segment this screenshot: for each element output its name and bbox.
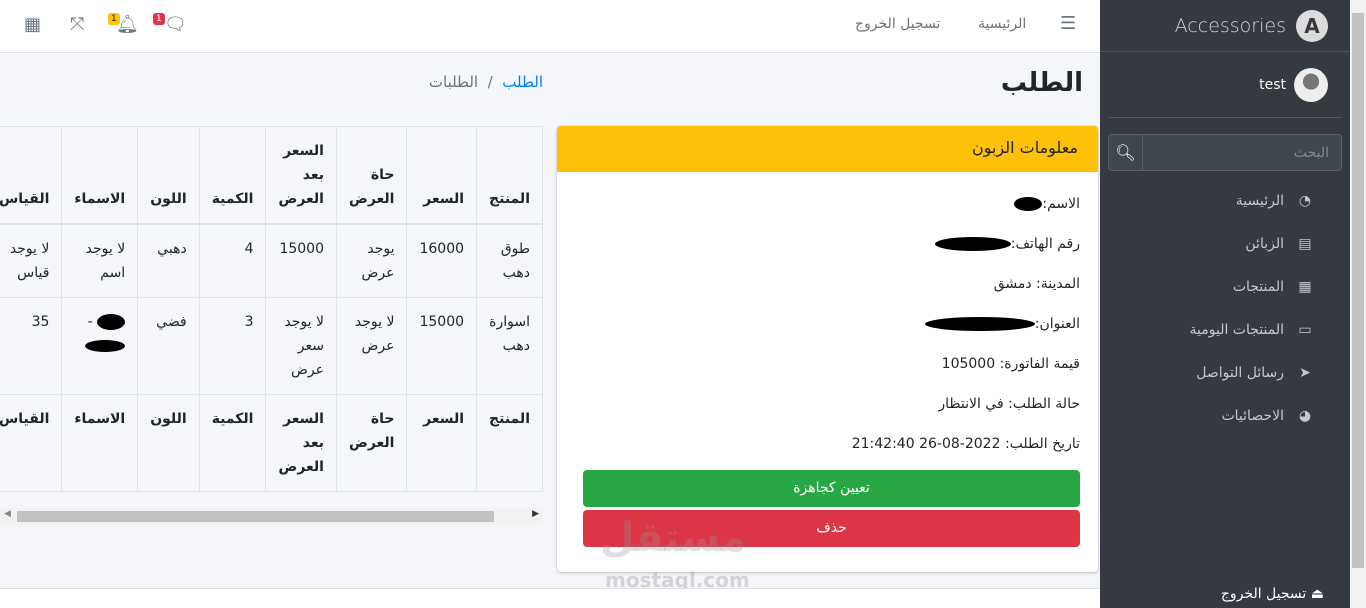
nav-home[interactable]: الرئيسية xyxy=(978,16,1027,32)
apps-icon[interactable]: ▦ xyxy=(24,14,42,35)
sidebar-item-3[interactable]: ▭ المنتجات اليومية xyxy=(1100,308,1350,351)
table-cell: - xyxy=(61,297,139,395)
delete-button[interactable]: حذف xyxy=(583,510,1080,547)
messages-badge: 1 xyxy=(153,13,165,25)
table-cell: دهبي xyxy=(137,223,200,298)
assign-ready-button[interactable]: تعيين كجاهزة xyxy=(583,470,1080,507)
table-cell: لا يوجد عرض xyxy=(335,297,408,395)
table-cell: لا يوجد سعر عرض xyxy=(265,297,337,395)
customer-info-card: معلومات الزبون الاسم: رقم الهاتف: المدين… xyxy=(557,126,1098,572)
search-input[interactable] xyxy=(1143,135,1341,170)
column-header: حاة العرض xyxy=(335,126,408,225)
column-header: المنتج xyxy=(476,126,543,225)
customer-name: الاسم: xyxy=(583,184,1080,224)
search-button[interactable]: 🔍︎ xyxy=(1109,135,1143,170)
footer xyxy=(0,588,1100,608)
table-cell: يوجد عرض xyxy=(335,223,408,298)
order-date: تاريخ الطلب: 2022-08-26 21:42:40 xyxy=(851,436,1080,452)
column-header: اللون xyxy=(137,394,200,492)
sidebar-item-label: الزبائن xyxy=(1245,235,1284,252)
sign-out-icon: ⏏ xyxy=(1306,586,1324,602)
sidebar-item-5[interactable]: ◕ الاحصائيات xyxy=(1100,394,1350,437)
sidebar-item-label: المنتجات اليومية xyxy=(1189,321,1284,338)
table-cell: لا يوجد قياس xyxy=(0,223,63,298)
sidebar-item-1[interactable]: ▤ الزبائن xyxy=(1100,222,1350,265)
column-header: القياس xyxy=(0,126,63,225)
column-header: المنتج xyxy=(476,394,543,492)
sidebar-item-2[interactable]: ▦ المنتجات xyxy=(1100,265,1350,308)
page-title: الطلب xyxy=(1000,68,1083,98)
sidebar: A Accessories test 🔍︎ ◔ الرئيسية ▤ الزبائن ▦ ا… xyxy=(1100,0,1350,608)
table-cell: 35 xyxy=(0,297,63,395)
column-header: الكمية xyxy=(198,394,267,492)
notifications-badge: 1 xyxy=(108,13,120,25)
invoice-value: قيمة الفاتورة: 105000 xyxy=(941,356,1080,372)
sidebar-item-label: المنتجات xyxy=(1232,278,1284,295)
brand-text: Accessories xyxy=(1174,14,1286,37)
user-panel[interactable]: test xyxy=(1108,52,1342,118)
column-header: السعر xyxy=(406,126,478,225)
brand-logo: A xyxy=(1296,9,1328,42)
column-header: السعر بعد العرض xyxy=(265,394,337,492)
table-row: اسوارة دهب 15000 لا يوجد عرض لا يوجد سعر عر… xyxy=(0,297,543,395)
nav-logout[interactable]: تسجيل الخروج xyxy=(855,16,941,32)
avatar xyxy=(1294,67,1328,102)
table-cell: 3 xyxy=(198,297,267,395)
page-scrollbar[interactable] xyxy=(1350,0,1366,608)
breadcrumb-orders[interactable]: الطلبات xyxy=(428,73,479,91)
fullscreen-icon[interactable]: ⤧ xyxy=(70,14,85,35)
table-cell: طوق دهب xyxy=(476,223,543,298)
table-cell: 4 xyxy=(198,223,267,298)
top-navbar: ▦ ⤧ 🔔︎ 1 🗨 1 تسجيل الخروج الرئيسية ☰ xyxy=(0,0,1100,53)
id-card-icon: ▤ xyxy=(1298,235,1312,252)
paper-plane-icon: ➤ xyxy=(1299,364,1311,381)
pie-chart-icon: ◕ xyxy=(1298,407,1312,424)
table-cell: لا يوجد اسم xyxy=(61,223,139,298)
table-row: طوق دهب 16000 يوجد عرض 15000 4 دهبي لا يوجد اس… xyxy=(0,223,543,298)
column-header: السعر xyxy=(406,394,478,492)
horizontal-scrollbar[interactable]: ◀ ▶ xyxy=(0,508,543,525)
table-cell: 15000 xyxy=(265,223,337,298)
list-card-icon: ▭ xyxy=(1298,321,1312,338)
sidebar-item-label: الاحصائيات xyxy=(1221,407,1284,424)
column-header: السعر بعد العرض xyxy=(265,126,337,225)
column-header: اللون xyxy=(137,126,200,225)
sidebar-item-0[interactable]: ◔ الرئيسية xyxy=(1100,179,1350,222)
column-header: الكمية xyxy=(198,126,267,225)
customer-phone: رقم الهاتف: xyxy=(583,224,1080,264)
watermark: مستقل xyxy=(600,515,747,561)
brand[interactable]: A Accessories xyxy=(1100,0,1350,52)
user-name: test xyxy=(1259,76,1286,93)
column-header: الاسماء xyxy=(61,126,139,225)
comments-icon[interactable]: 🗨 xyxy=(164,14,187,35)
table-cell: 16000 xyxy=(406,223,478,298)
sidebar-logout[interactable]: ⏏ تسجيل الخروج xyxy=(1220,586,1324,602)
customer-city: المدينة: دمشق xyxy=(993,276,1080,292)
customer-address: العنوان: xyxy=(583,304,1080,344)
search-icon: 🔍︎ xyxy=(1115,143,1136,162)
dashboard-icon: ◔ xyxy=(1298,192,1312,209)
sidebar-search: 🔍︎ xyxy=(1108,134,1342,171)
grid-icon: ▦ xyxy=(1298,278,1312,295)
breadcrumb-current[interactable]: الطلب xyxy=(502,73,543,91)
products-table: المنتج السعر حاة العرض السعر بعد العرض الكمي… xyxy=(0,126,543,492)
products-table-container: المنتج السعر حاة العرض السعر بعد العرض الكمي… xyxy=(0,126,543,526)
table-cell: 15000 xyxy=(406,297,478,395)
sidebar-item-4[interactable]: ➤ رسائل التواصل xyxy=(1100,351,1350,394)
table-cell: اسوارة دهب xyxy=(476,297,543,395)
card-header: معلومات الزبون xyxy=(557,126,1098,172)
breadcrumb: الطلب / الطلبات xyxy=(428,73,543,91)
column-header: الاسماء xyxy=(61,394,139,492)
sidebar-item-label: الرئيسية xyxy=(1235,192,1284,209)
order-status: حالة الطلب: في الانتظار xyxy=(938,396,1080,412)
bell-icon[interactable]: 🔔︎ xyxy=(116,14,139,35)
menu-icon[interactable]: ☰ xyxy=(1060,13,1077,34)
table-cell: فضي xyxy=(137,297,200,395)
column-header: حاة العرض xyxy=(335,394,408,492)
sidebar-item-label: رسائل التواصل xyxy=(1196,364,1284,381)
column-header: القياس xyxy=(0,394,63,492)
